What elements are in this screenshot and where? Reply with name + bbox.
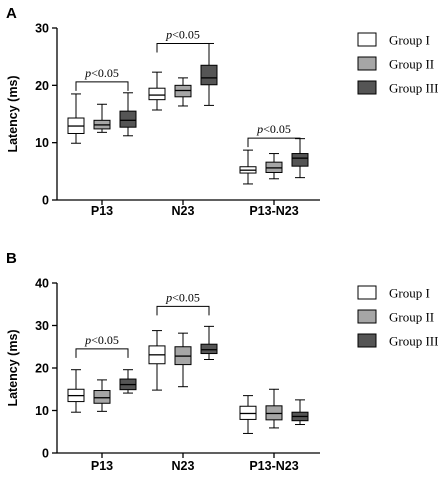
panel-label: A — [6, 5, 17, 22]
y-axis-label: Latency (ms) — [6, 75, 20, 152]
legend-swatch — [357, 32, 377, 47]
legend-label: Group II — [389, 57, 434, 72]
legend-swatch — [357, 80, 377, 95]
x-tick-label: P13-N23 — [249, 204, 298, 218]
significance-label: p<0.05 — [165, 290, 200, 304]
y-tick-label: 30 — [35, 22, 49, 36]
boxplot-group-i-p13 — [67, 93, 85, 144]
boxplot-group-ii-p13-n23 — [265, 153, 283, 180]
bracket-line — [156, 305, 210, 316]
box-iqr — [93, 390, 111, 404]
significance-label: p<0.05 — [256, 122, 291, 136]
boxplot-group-iii-p13 — [119, 92, 137, 137]
box-iqr — [291, 153, 309, 167]
panel-label: B — [6, 250, 17, 267]
x-tick-label: N23 — [172, 459, 195, 473]
significance-bracket: p<0.05 — [75, 333, 129, 358]
y-tick-label: 0 — [42, 194, 49, 208]
boxplot-group-i-n23 — [148, 330, 166, 391]
boxplot-group-iii-p13-n23 — [291, 399, 309, 426]
y-tick-label: 10 — [35, 404, 49, 418]
boxplot-group-iii-n23 — [200, 42, 218, 106]
significance-bracket: p<0.05 — [75, 66, 129, 91]
legend: Group I Group II Group III — [357, 32, 438, 96]
boxplot-group-ii-n23 — [174, 332, 192, 388]
legend-swatch — [357, 333, 377, 348]
significance-bracket: p<0.05 — [247, 122, 301, 148]
significance-label: p<0.05 — [84, 333, 119, 347]
bracket-line — [247, 137, 301, 148]
boxplot-group-ii-p13-n23 — [265, 388, 283, 429]
y-tick-label: 20 — [35, 362, 49, 376]
bracket-line — [156, 42, 210, 53]
boxplot-group-ii-p13 — [93, 379, 111, 412]
boxplot-group-iii-n23 — [200, 325, 218, 360]
box-iqr — [200, 64, 218, 86]
boxplot-group-i-p13-n23 — [239, 395, 257, 434]
legend-swatch — [357, 56, 377, 71]
box-iqr — [119, 110, 137, 128]
legend-label: Group III — [389, 334, 438, 349]
x-tick-label: P13-N23 — [249, 459, 298, 473]
legend-swatch — [357, 309, 377, 324]
boxplot-group-i-n23 — [148, 71, 166, 111]
y-tick-label: 40 — [35, 277, 49, 291]
y-tick-label: 0 — [42, 447, 49, 461]
boxplot-group-i-p13 — [67, 369, 85, 413]
boxplot-group-ii-p13 — [93, 103, 111, 133]
significance-label: p<0.05 — [84, 66, 119, 80]
legend-label: Group I — [389, 286, 430, 301]
bracket-line — [75, 81, 129, 91]
y-tick-label: 10 — [35, 136, 49, 150]
legend-label: Group III — [389, 81, 438, 96]
significance-bracket: p<0.05 — [156, 290, 210, 316]
box-iqr — [148, 87, 166, 101]
y-tick-label: 30 — [35, 319, 49, 333]
boxplot-group-ii-n23 — [174, 77, 192, 107]
significance-bracket: p<0.05 — [156, 27, 210, 53]
box-iqr — [200, 343, 218, 355]
legend-swatch — [357, 285, 377, 300]
bracket-line — [75, 348, 129, 358]
x-tick-label: P13 — [91, 204, 113, 218]
boxplot-group-iii-p13 — [119, 369, 137, 394]
chart-panel-a: A 0 10 20 30 Latency (ms) P13 N23 P13-N23 p<0.05 p… — [6, 5, 438, 218]
boxplot-group-i-p13-n23 — [239, 149, 257, 185]
legend-label: Group II — [389, 310, 434, 325]
y-tick-label: 20 — [35, 79, 49, 93]
y-axis-label: Latency (ms) — [6, 329, 20, 406]
x-tick-label: N23 — [172, 204, 195, 218]
legend: Group I Group II Group III — [357, 285, 438, 349]
significance-label: p<0.05 — [165, 27, 200, 41]
chart-panel-b: B 0 10 20 30 40 Latency (ms) P13 N23 P13-N23 p<0.0… — [6, 250, 438, 473]
legend-label: Group I — [389, 33, 430, 48]
x-tick-label: P13 — [91, 459, 113, 473]
